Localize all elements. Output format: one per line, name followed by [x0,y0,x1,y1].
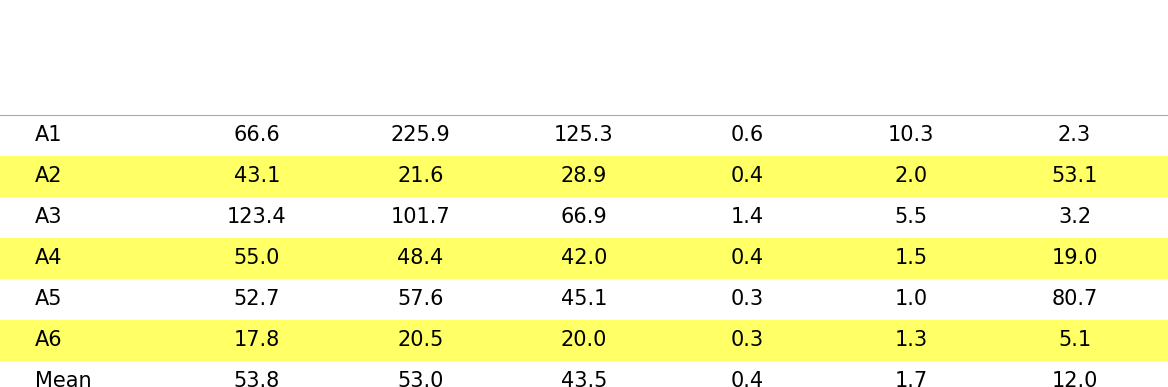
Text: 43.5: 43.5 [561,371,607,387]
Text: 125.3: 125.3 [554,125,614,146]
Text: 55.0: 55.0 [234,248,280,268]
Text: 57.6: 57.6 [397,289,444,309]
FancyBboxPatch shape [0,156,1168,197]
Text: 28.9: 28.9 [561,166,607,186]
Text: 1.0: 1.0 [895,289,927,309]
Text: 0.6: 0.6 [731,125,764,146]
Text: 5.1: 5.1 [1058,330,1091,350]
Text: A4: A4 [35,248,63,268]
Text: A2: A2 [35,166,63,186]
Text: 20.0: 20.0 [561,330,607,350]
Text: 48.4: 48.4 [397,248,444,268]
Text: 1.3: 1.3 [895,330,927,350]
Text: 1.5: 1.5 [895,248,927,268]
Text: 53.1: 53.1 [1051,166,1098,186]
Text: 42.0: 42.0 [561,248,607,268]
Text: 45.1: 45.1 [561,289,607,309]
FancyBboxPatch shape [0,320,1168,361]
Text: 5.5: 5.5 [895,207,927,227]
Text: 80.7: 80.7 [1051,289,1098,309]
Text: 2.0: 2.0 [895,166,927,186]
Text: 1.7: 1.7 [895,371,927,387]
Text: A6: A6 [35,330,63,350]
Text: 12.0: 12.0 [1051,371,1098,387]
Text: 2.3: 2.3 [1058,125,1091,146]
Text: 66.6: 66.6 [234,125,280,146]
Text: Mean: Mean [35,371,91,387]
Text: 0.4: 0.4 [731,166,764,186]
Text: 66.9: 66.9 [561,207,607,227]
Text: 17.8: 17.8 [234,330,280,350]
Text: 123.4: 123.4 [227,207,287,227]
Text: 52.7: 52.7 [234,289,280,309]
Text: 53.8: 53.8 [234,371,280,387]
Text: 43.1: 43.1 [234,166,280,186]
Text: 19.0: 19.0 [1051,248,1098,268]
Text: 0.4: 0.4 [731,371,764,387]
Text: A5: A5 [35,289,63,309]
Text: 0.3: 0.3 [731,330,764,350]
Text: A3: A3 [35,207,63,227]
Text: A1: A1 [35,125,63,146]
Text: 3.2: 3.2 [1058,207,1091,227]
Text: 101.7: 101.7 [390,207,451,227]
FancyBboxPatch shape [0,238,1168,279]
Text: 0.3: 0.3 [731,289,764,309]
Text: 0.4: 0.4 [731,248,764,268]
Text: 225.9: 225.9 [390,125,451,146]
Text: 10.3: 10.3 [888,125,934,146]
Text: 21.6: 21.6 [397,166,444,186]
Text: 53.0: 53.0 [397,371,444,387]
Text: 1.4: 1.4 [731,207,764,227]
Text: 20.5: 20.5 [397,330,444,350]
